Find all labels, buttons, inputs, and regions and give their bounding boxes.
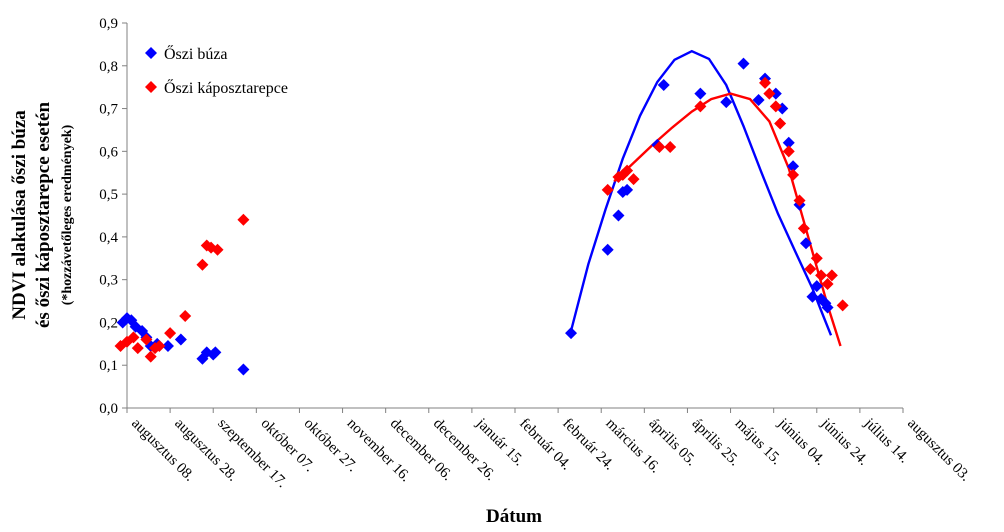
data-point [821,301,834,314]
data-point [144,350,157,363]
data-point [763,87,776,100]
y-tick-label: 0,6 [99,144,118,160]
legend-label-oszi-kaposztarepce: Őszi káposztarepce [164,78,288,97]
data-point [174,333,187,346]
data-point [196,258,209,271]
data-point [209,346,222,359]
data-point [131,342,144,355]
x-tick-label: június 04. [774,415,828,469]
data-point [782,136,795,149]
y-tick-label: 0,0 [99,401,118,417]
y-tick-label: 0,3 [99,273,118,289]
data-point [627,173,640,186]
x-tick-label: augusztus 03. [904,416,973,485]
data-point [836,299,849,312]
trendline-oszi-kaposztarepce [613,92,842,347]
data-point [752,94,765,106]
data-point [793,194,806,207]
data-point [759,76,772,89]
data-point [694,100,707,113]
y-axis-title-note: (*hozzávetőleges eredmények) [60,124,75,305]
data-point [565,327,578,340]
y-tick-label: 0,5 [99,187,118,203]
legend-item-oszi-buza: Őszi búza [145,44,228,63]
data-point [653,141,666,154]
data-point [804,262,817,275]
data-point [821,277,834,290]
legend-marker-blue-diamond-icon [145,47,157,59]
y-tick-label: 0,7 [99,102,118,118]
data-point [612,209,625,222]
y-tick-label: 0,9 [99,16,118,32]
y-tick-label: 0,1 [99,358,118,374]
y-axis-title-line1: NDVI alakulása őszi búza [9,110,30,320]
data-point [720,96,733,109]
data-point [825,269,838,282]
data-points [114,57,849,376]
data-point [769,87,782,100]
data-point [787,160,800,173]
y-tick-label: 0,4 [99,230,118,246]
y-axis-title-line2: és őszi káposztarepce esetén [33,102,54,328]
data-point [601,243,614,256]
data-point [237,363,250,376]
data-point [211,243,224,256]
data-point [737,57,750,70]
data-point [179,310,192,323]
data-point [657,79,670,92]
data-point [153,339,166,352]
legend: Őszi búza Őszi káposztarepce [136,38,318,104]
data-point [621,183,634,196]
data-point [774,117,787,130]
series-oszi-buza [116,57,834,376]
legend-marker-red-diamond-icon [145,81,157,93]
y-tick-label: 0,8 [99,59,118,75]
data-point [797,222,810,235]
y-axis-title: NDVI alakulása őszi búza és őszi káposzt… [9,102,75,328]
legend-item-oszi-kaposztarepce: Őszi káposztarepce [145,78,288,97]
data-point [806,290,819,303]
y-tick-label: 0,2 [99,315,118,331]
data-point [782,145,795,158]
data-point [161,339,174,352]
data-point [787,168,800,181]
x-axis: augusztus 08.augusztus 28.szeptember 17.… [126,407,973,491]
legend-label-oszi-buza: Őszi búza [164,44,228,63]
data-point [810,252,823,265]
data-point [140,333,153,346]
data-point [694,87,707,100]
data-point [127,331,140,344]
data-point [664,141,677,154]
x-tick-label: június 24. [817,415,871,469]
data-point [810,280,823,293]
data-point [621,164,634,177]
data-point [800,237,812,250]
legend-background [136,38,318,104]
x-axis-title: Dátum [486,506,542,527]
data-point [769,100,782,113]
data-point [164,327,177,340]
data-point [601,183,614,196]
series-oszi-kaposztarepce [114,76,849,363]
y-axis: 0,0 0,1 0,2 0,3 0,4 0,5 0,6 0,7 0,8 0,9 [99,16,128,417]
data-point [815,269,828,282]
data-point [237,213,250,226]
